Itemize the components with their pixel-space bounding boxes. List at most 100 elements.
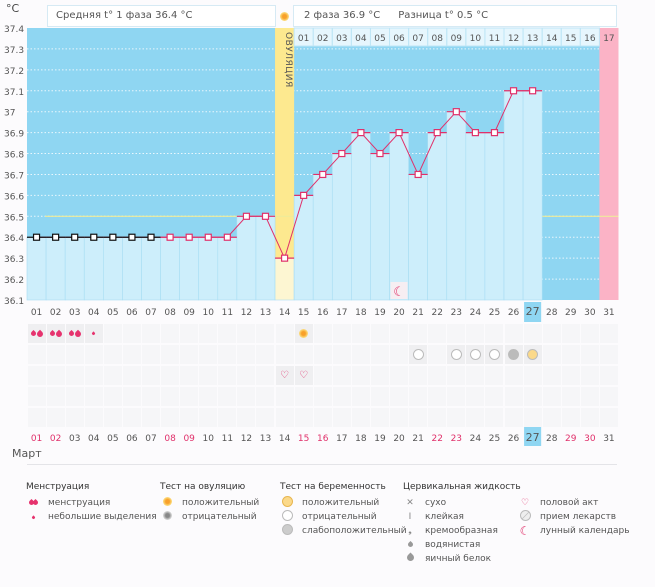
event-cell[interactable] — [561, 387, 580, 406]
event-cell[interactable] — [561, 366, 580, 385]
event-cell[interactable] — [351, 345, 370, 364]
event-cell[interactable] — [485, 387, 504, 406]
event-cell[interactable] — [599, 366, 618, 385]
event-cell[interactable] — [103, 408, 122, 427]
event-cell[interactable] — [542, 366, 561, 385]
event-cell[interactable] — [485, 366, 504, 385]
event-cell[interactable] — [103, 345, 122, 364]
event-cell[interactable] — [313, 345, 332, 364]
event-cell[interactable] — [542, 408, 561, 427]
event-cell[interactable] — [466, 408, 485, 427]
event-cell[interactable] — [237, 345, 256, 364]
event-cell[interactable] — [46, 366, 65, 385]
event-cell[interactable] — [409, 366, 428, 385]
event-cell[interactable] — [180, 408, 199, 427]
event-cell[interactable] — [294, 345, 313, 364]
event-cell[interactable] — [218, 345, 237, 364]
event-cell[interactable] — [390, 387, 409, 406]
event-cell[interactable] — [332, 324, 351, 343]
event-cell[interactable] — [351, 408, 370, 427]
event-cell[interactable] — [599, 324, 618, 343]
event-cell[interactable] — [141, 387, 160, 406]
event-cell[interactable] — [237, 366, 256, 385]
event-cell[interactable] — [103, 366, 122, 385]
event-cell[interactable] — [370, 387, 389, 406]
event-cell[interactable] — [313, 387, 332, 406]
event-cell[interactable] — [141, 324, 160, 343]
event-cell[interactable] — [428, 408, 447, 427]
event-cell[interactable] — [122, 324, 141, 343]
event-cell[interactable] — [294, 408, 313, 427]
event-cell[interactable] — [122, 366, 141, 385]
event-cell[interactable] — [390, 408, 409, 427]
event-cell[interactable] — [523, 366, 542, 385]
event-cell[interactable] — [275, 345, 294, 364]
event-cell[interactable] — [161, 366, 180, 385]
event-cell[interactable] — [122, 387, 141, 406]
pregnancy-negative-icon[interactable] — [409, 345, 428, 364]
event-cell[interactable] — [199, 387, 218, 406]
event-cell[interactable] — [561, 324, 580, 343]
event-cell[interactable] — [65, 345, 84, 364]
event-cell[interactable] — [256, 387, 275, 406]
event-cell[interactable] — [390, 366, 409, 385]
event-cell[interactable] — [485, 408, 504, 427]
event-cell[interactable] — [390, 345, 409, 364]
event-cell[interactable] — [523, 408, 542, 427]
event-cell[interactable] — [447, 324, 466, 343]
event-cell[interactable] — [199, 408, 218, 427]
event-cell[interactable] — [275, 324, 294, 343]
event-cell[interactable] — [275, 387, 294, 406]
event-cell[interactable] — [447, 366, 466, 385]
heart-icon[interactable]: ♡ — [275, 366, 294, 385]
event-cell[interactable] — [599, 387, 618, 406]
event-cell[interactable] — [256, 408, 275, 427]
heart-icon[interactable]: ♡ — [294, 366, 313, 385]
event-cell[interactable] — [27, 387, 46, 406]
event-cell[interactable] — [237, 387, 256, 406]
event-cell[interactable] — [180, 345, 199, 364]
event-cell[interactable] — [332, 408, 351, 427]
event-cell[interactable] — [332, 345, 351, 364]
event-cell[interactable] — [46, 387, 65, 406]
event-cell[interactable] — [161, 345, 180, 364]
pregnancy-positive-icon[interactable] — [523, 345, 542, 364]
light-spotting-icon[interactable] — [84, 324, 103, 343]
event-cell[interactable] — [313, 408, 332, 427]
event-cell[interactable] — [409, 408, 428, 427]
event-cell[interactable] — [504, 366, 523, 385]
event-cell[interactable] — [122, 408, 141, 427]
event-cell[interactable] — [161, 324, 180, 343]
event-cell[interactable] — [237, 324, 256, 343]
event-cell[interactable] — [504, 408, 523, 427]
event-cell[interactable] — [332, 366, 351, 385]
event-cell[interactable] — [428, 366, 447, 385]
event-cell[interactable] — [351, 387, 370, 406]
event-cell[interactable] — [542, 345, 561, 364]
event-cell[interactable] — [409, 324, 428, 343]
event-cell[interactable] — [561, 345, 580, 364]
event-cell[interactable] — [447, 408, 466, 427]
event-cell[interactable] — [542, 387, 561, 406]
event-cell[interactable] — [466, 387, 485, 406]
event-cell[interactable] — [599, 345, 618, 364]
pregnancy-weak-icon[interactable] — [504, 345, 523, 364]
event-cell[interactable] — [542, 324, 561, 343]
event-cell[interactable] — [199, 366, 218, 385]
event-cell[interactable] — [199, 324, 218, 343]
event-cell[interactable] — [370, 366, 389, 385]
event-cell[interactable] — [218, 387, 237, 406]
event-cell[interactable] — [275, 408, 294, 427]
event-cell[interactable] — [390, 324, 409, 343]
event-cell[interactable] — [523, 324, 542, 343]
event-cell[interactable] — [294, 387, 313, 406]
pregnancy-negative-icon[interactable] — [485, 345, 504, 364]
event-cell[interactable] — [27, 366, 46, 385]
event-cell[interactable] — [161, 408, 180, 427]
ovulation-positive-icon[interactable] — [294, 324, 313, 343]
event-cell[interactable] — [313, 324, 332, 343]
event-cell[interactable] — [46, 345, 65, 364]
event-cell[interactable] — [256, 345, 275, 364]
event-cell[interactable] — [141, 366, 160, 385]
event-cell[interactable] — [65, 366, 84, 385]
